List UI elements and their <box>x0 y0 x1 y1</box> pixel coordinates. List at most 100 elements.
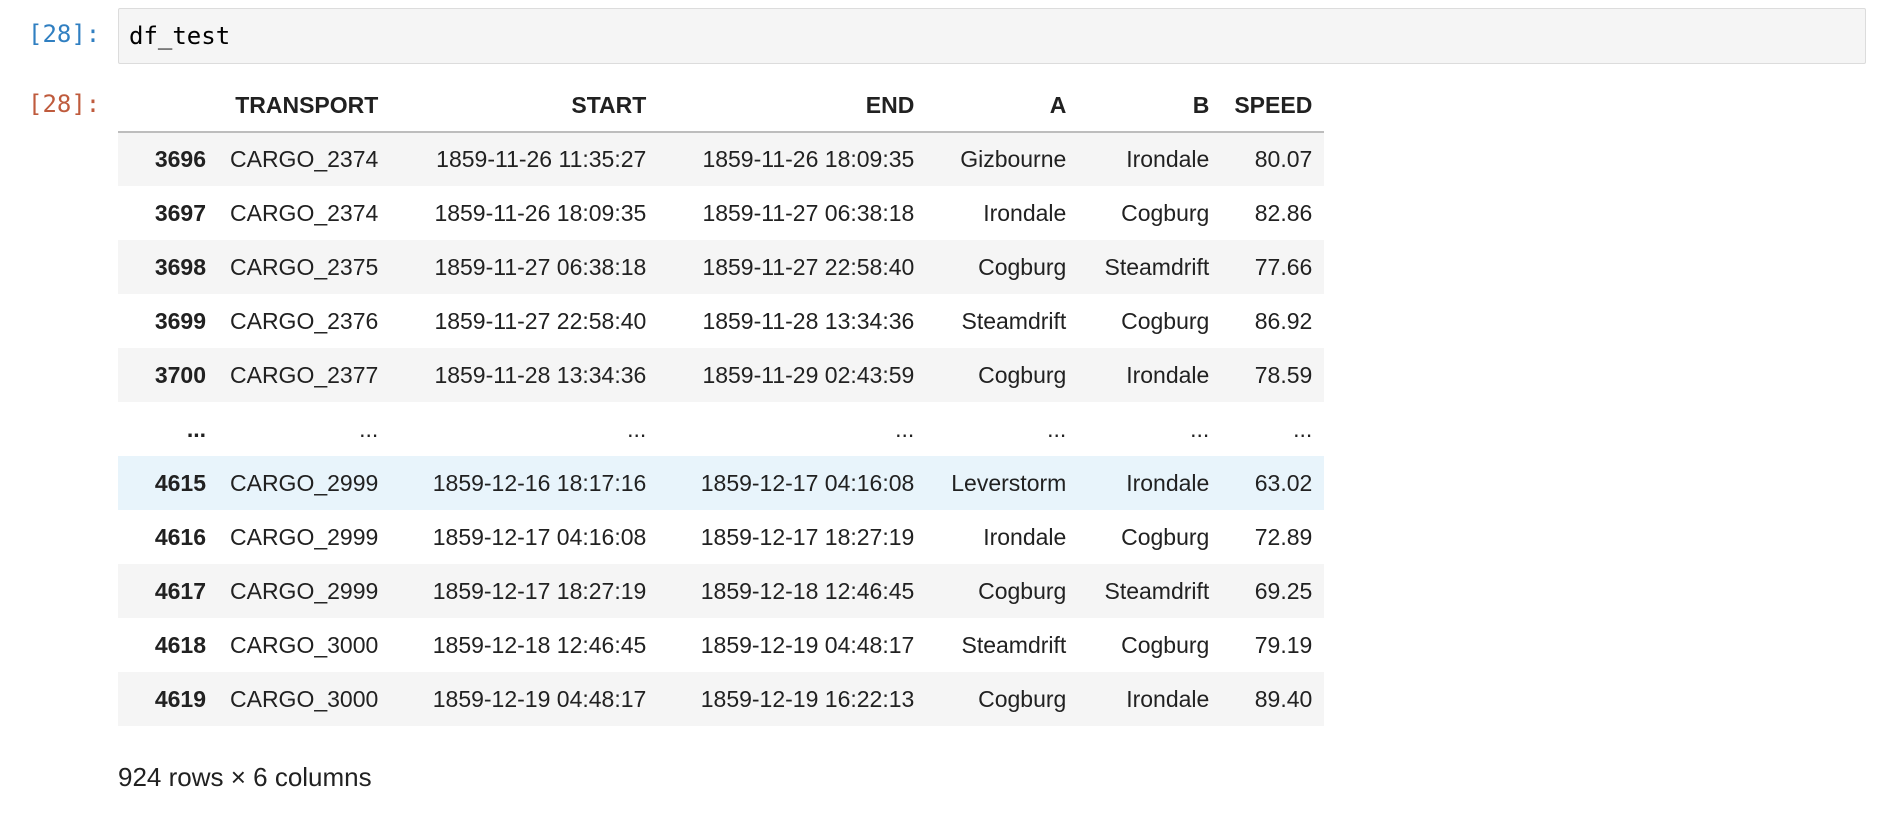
cell-b: Cogburg <box>1121 307 1210 334</box>
cell-end: 1859-11-29 02:43:59 <box>702 361 915 388</box>
cell-a: Irondale <box>983 199 1067 226</box>
cell-end: 1859-11-26 18:09:35 <box>702 146 915 172</box>
cell-transport: CARGO_2375 <box>230 253 379 280</box>
cell-transport: CARGO_3000 <box>230 685 379 712</box>
row-index: 4617 <box>154 577 206 604</box>
table-row: 4619 CARGO_3000 1859-12-19 04:48:17 1859… <box>118 672 1325 726</box>
cell-speed: ... <box>1293 415 1313 442</box>
cell-start: 1859-12-18 12:46:45 <box>432 631 647 658</box>
table-row: 4618 CARGO_3000 1859-12-18 12:46:45 1859… <box>118 618 1325 672</box>
table-row: 4617 CARGO_2999 1859-12-17 18:27:19 1859… <box>118 564 1325 618</box>
cell-b: Steamdrift <box>1104 577 1210 604</box>
cell-speed: 69.25 <box>1254 577 1313 604</box>
column-header-end: END <box>658 80 927 133</box>
cell-end: 1859-12-18 12:46:45 <box>700 577 915 604</box>
column-header-a: A <box>926 80 1079 133</box>
cell-start: 1859-11-26 18:09:35 <box>434 199 647 226</box>
cell-start: ... <box>627 415 647 442</box>
cell-a: Leverstorm <box>951 469 1067 496</box>
cell-speed: 78.59 <box>1254 361 1313 388</box>
table-header-row: TRANSPORT START END A B SPEED <box>118 80 1325 133</box>
cell-speed: 72.89 <box>1254 523 1313 550</box>
table-row: 4615 CARGO_2999 1859-12-16 18:17:16 1859… <box>118 456 1325 510</box>
cell-transport: CARGO_2999 <box>230 577 379 604</box>
cell-start: 1859-11-26 11:35:27 <box>436 146 647 172</box>
row-index: 4616 <box>154 523 206 550</box>
table-row: 3698 CARGO_2375 1859-11-27 06:38:18 1859… <box>118 240 1325 294</box>
output-prompt: [28]: <box>28 90 101 118</box>
cell-speed: 80.07 <box>1254 146 1313 172</box>
cell-speed: 79.19 <box>1254 631 1313 658</box>
input-prompt: [28]: <box>28 20 101 48</box>
row-index: ... <box>186 415 206 442</box>
table-row: 4616 CARGO_2999 1859-12-17 04:16:08 1859… <box>118 510 1325 564</box>
cell-transport: CARGO_3000 <box>230 631 379 658</box>
cell-b: ... <box>1190 415 1210 442</box>
cell-a: Steamdrift <box>961 631 1067 658</box>
cell-end: 1859-11-27 06:38:18 <box>702 199 915 226</box>
cell-end: 1859-12-19 16:22:13 <box>700 685 915 712</box>
row-index: 4615 <box>154 469 206 496</box>
table-row: 3697 CARGO_2374 1859-11-26 18:09:35 1859… <box>118 186 1325 240</box>
column-header-speed: SPEED <box>1221 80 1325 133</box>
cell-start: 1859-12-17 18:27:19 <box>432 577 647 604</box>
row-index: 3696 <box>154 146 206 172</box>
cell-transport: CARGO_2999 <box>230 523 379 550</box>
cell-b: Irondale <box>1126 685 1210 712</box>
table-row: 3700 CARGO_2377 1859-11-28 13:34:36 1859… <box>118 348 1325 402</box>
cell-a: Gizbourne <box>960 146 1067 172</box>
cell-a: Cogburg <box>978 577 1067 604</box>
cell-end: 1859-12-17 04:16:08 <box>700 469 915 496</box>
cell-transport: CARGO_2999 <box>230 469 379 496</box>
row-index: 3700 <box>154 361 206 388</box>
shape-summary: 924 rows × 6 columns <box>118 762 372 792</box>
cell-speed: 82.86 <box>1254 199 1313 226</box>
cell-b: Irondale <box>1126 146 1210 172</box>
cell-b: Cogburg <box>1121 631 1210 658</box>
cell-start: 1859-12-19 04:48:17 <box>432 685 647 712</box>
cell-b: Cogburg <box>1121 199 1210 226</box>
row-index: 4619 <box>154 685 206 712</box>
cell-transport: CARGO_2374 <box>230 146 379 172</box>
dataframe-table: TRANSPORT START END A B SPEED 3696 CARGO… <box>118 80 1325 726</box>
cell-transport: CARGO_2374 <box>230 199 379 226</box>
dataframe-output: TRANSPORT START END A B SPEED 3696 CARGO… <box>118 80 1858 793</box>
cell-end: 1859-11-28 13:34:36 <box>702 307 915 334</box>
cell-speed: 63.02 <box>1254 469 1313 496</box>
cell-start: 1859-12-17 04:16:08 <box>432 523 647 550</box>
table-row-ellipsis: ... ... ... ... ... ... ... <box>118 402 1325 456</box>
cell-a: Steamdrift <box>961 307 1067 334</box>
column-header-index <box>118 80 218 133</box>
cell-speed: 86.92 <box>1254 307 1313 334</box>
cell-a: Cogburg <box>978 253 1067 280</box>
column-header-b: B <box>1078 80 1222 133</box>
cell-transport: ... <box>359 415 379 442</box>
cell-b: Irondale <box>1126 469 1210 496</box>
cell-end: 1859-12-17 18:27:19 <box>700 523 915 550</box>
cell-a: Cogburg <box>978 361 1067 388</box>
cell-speed: 89.40 <box>1254 685 1313 712</box>
row-index: 3697 <box>154 199 206 226</box>
cell-start: 1859-12-16 18:17:16 <box>432 469 647 496</box>
cell-a: ... <box>1047 415 1067 442</box>
cell-start: 1859-11-28 13:34:36 <box>434 361 647 388</box>
cell-a: Irondale <box>983 523 1067 550</box>
cell-end: 1859-12-19 04:48:17 <box>700 631 915 658</box>
cell-a: Cogburg <box>978 685 1067 712</box>
cell-start: 1859-11-27 22:58:40 <box>434 307 647 334</box>
cell-b: Steamdrift <box>1104 253 1210 280</box>
cell-b: Irondale <box>1126 361 1210 388</box>
code-editor[interactable]: df_test <box>118 8 1866 64</box>
cell-speed: 77.66 <box>1254 253 1313 280</box>
column-header-start: START <box>390 80 659 133</box>
cell-transport: CARGO_2377 <box>230 361 379 388</box>
table-row: 3696 CARGO_2374 1859-11-26 11:35:27 1859… <box>118 132 1325 186</box>
cell-transport: CARGO_2376 <box>230 307 379 334</box>
code-text: df_test <box>129 22 231 50</box>
row-index: 3699 <box>154 307 206 334</box>
table-row: 3699 CARGO_2376 1859-11-27 22:58:40 1859… <box>118 294 1325 348</box>
row-index: 3698 <box>154 253 206 280</box>
column-header-transport: TRANSPORT <box>218 80 391 133</box>
cell-start: 1859-11-27 06:38:18 <box>434 253 647 280</box>
row-index: 4618 <box>154 631 206 658</box>
